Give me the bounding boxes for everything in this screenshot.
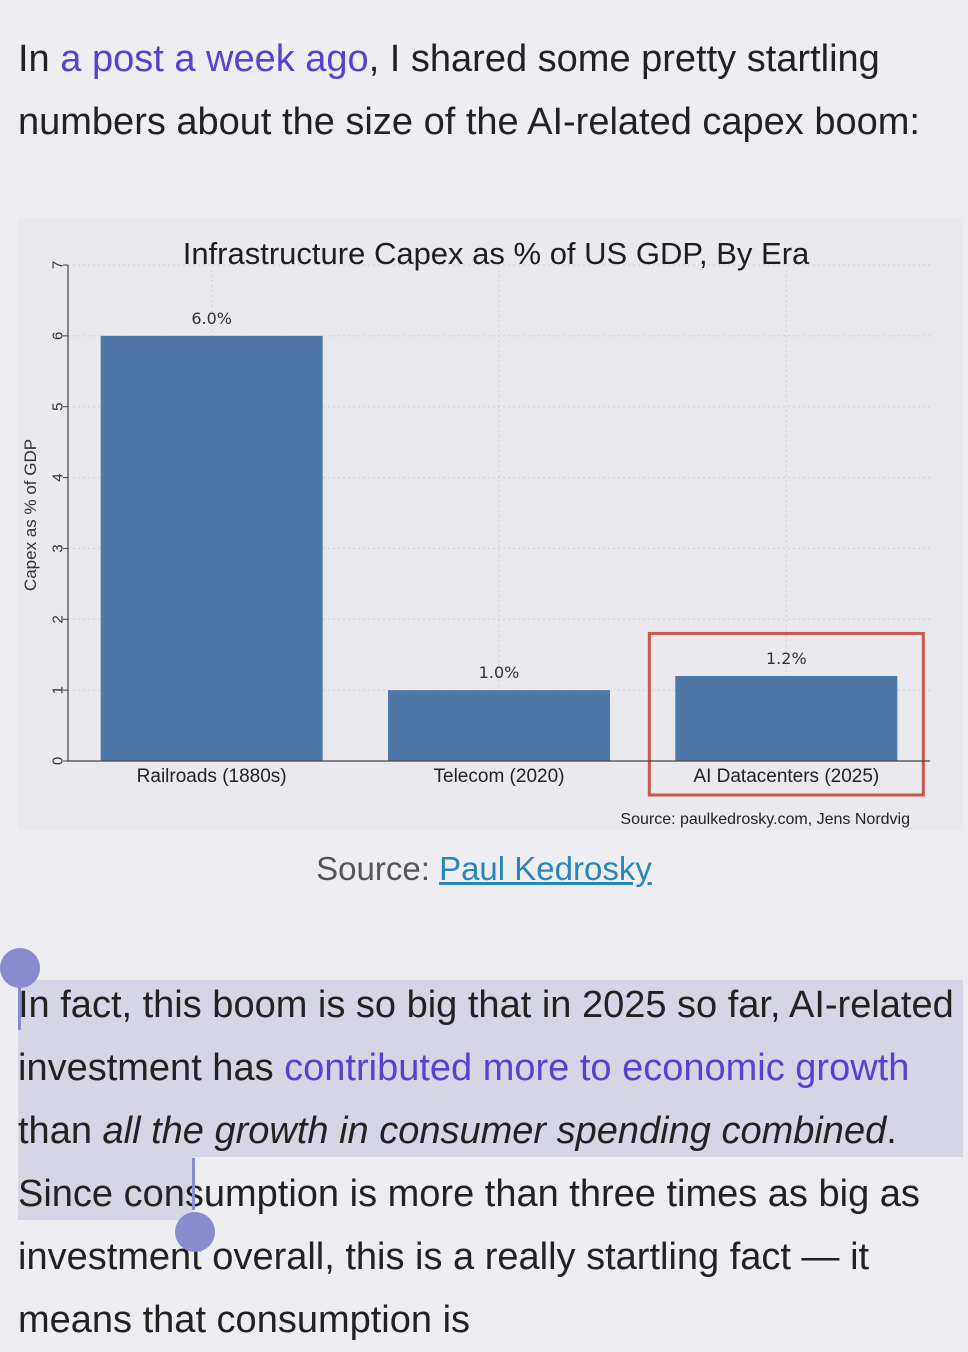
x-tick-label: Telecom (2020) [434,766,565,787]
y-tick-label: 2 [50,615,67,623]
y-tick-label: 3 [50,544,67,552]
text-selection-highlight-tail [18,1157,194,1220]
chart-source-note: Source: paulkedrosky.com, Jens Nordvig [620,811,910,828]
y-tick-label: 4 [50,473,67,481]
body-paragraph: In fact, this boom is so big that in 202… [18,974,963,1352]
y-tick-label: 6 [50,332,67,340]
bar-data-label: 1.0% [479,663,520,682]
bar-3 [675,675,898,761]
y-tick-label: 5 [50,403,67,411]
capex-bar-chart: 6.0% 1.0% 1.2% 0 1 2 3 4 5 6 7 Railroads (1880s) Te… [21,236,930,828]
x-tick-label: Railroads (1880s) [137,766,287,787]
y-tick-label: 1 [50,686,67,694]
caption-source-link[interactable]: Paul Kedrosky [439,850,652,887]
y-tick-label: 0 [50,757,67,765]
selection-end-handle[interactable] [175,1212,215,1252]
intro-text-end: , I shared some pretty startling numbers… [18,38,920,143]
y-tick-label: 7 [50,261,67,269]
selection-start-caret [18,978,21,1030]
text-selection-highlight [18,980,963,1157]
x-tick-label: AI Datacenters (2025) [693,766,879,787]
intro-text-start: In [18,38,61,80]
caption-prefix: Source: [316,850,440,887]
bar-data-label: 1.2% [766,649,807,668]
bar-1 [100,335,323,761]
chart-title: Infrastructure Capex as % of US GDP, By … [183,236,810,271]
y-axis-label: Capex as % of GDP [21,439,40,591]
intro-paragraph: In a post a week ago, I shared some pret… [18,28,963,154]
selection-end-caret [192,1158,195,1210]
body-text-italic: all the growth in consumer spending comb… [102,1110,887,1152]
bar-data-label: 6.0% [191,309,232,328]
capex-chart-figure: 6.0% 1.0% 1.2% 0 1 2 3 4 5 6 7 Railroads (1880s) Te… [18,218,963,830]
highlight-box [647,631,925,797]
economic-growth-link[interactable]: contributed more to economic growth [284,1047,910,1089]
bar-2 [388,690,610,761]
body-text-start: In fact, this boom is so big that in 202… [18,984,954,1089]
body-text-mid: than [18,1110,103,1152]
body-text-end: . Since consumption is more than three t… [18,1110,920,1341]
figure-caption: Source: Paul Kedrosky [0,850,968,888]
post-link[interactable]: a post a week ago [60,38,369,80]
